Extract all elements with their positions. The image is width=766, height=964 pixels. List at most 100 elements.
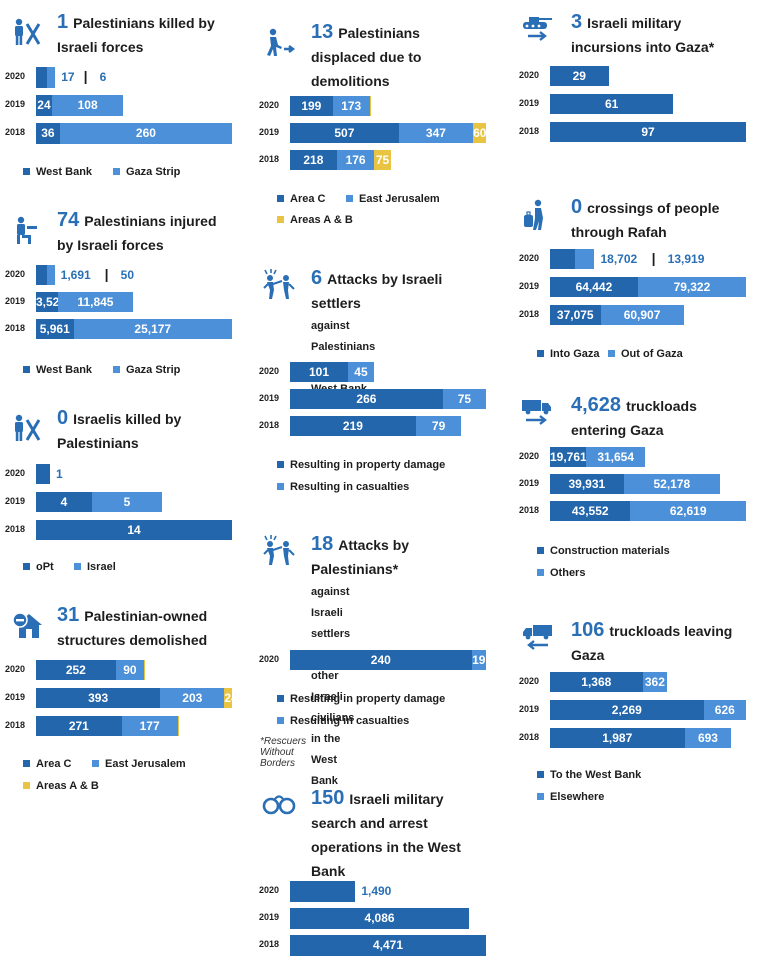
bar-value-label: 17 xyxy=(61,70,75,84)
year-label: 2018 xyxy=(259,939,280,949)
bar-segment: 25,177 xyxy=(73,319,232,339)
legend-item: Resulting in casualties xyxy=(277,715,409,727)
bar-segment: 43,552 xyxy=(550,501,631,521)
bar-value-label: 271 xyxy=(68,719,89,733)
year-label: 2020 xyxy=(519,253,540,263)
headline: 1 Palestinians killed by Israeli forces xyxy=(57,10,252,59)
year-label: 2019 xyxy=(259,393,280,403)
legend-label: Out of Gaza xyxy=(621,348,683,360)
legend-swatch xyxy=(277,216,284,223)
legend-label: East Jerusalem xyxy=(105,758,186,770)
bar-value-label: 19,761 xyxy=(550,450,587,464)
bar-value-label: 13,919 xyxy=(667,252,705,266)
legend-item: East Jerusalem xyxy=(92,758,186,770)
bar-segment xyxy=(177,716,180,736)
bar-value-label: 79 xyxy=(431,419,446,433)
bar-value-label: 203 xyxy=(182,691,203,705)
bar-segment xyxy=(47,67,56,88)
headline-line: entering Gaza xyxy=(571,422,664,438)
bar-segment xyxy=(290,881,356,902)
bar-segment: 39,931 xyxy=(550,474,624,494)
year-label: 2020 xyxy=(5,269,26,279)
bar-value-label: 50 xyxy=(120,268,134,282)
subtitle-line: other Israeli civilians in the xyxy=(311,670,355,745)
bar-value-label: 18,702 xyxy=(600,252,638,266)
bar-value-label: 219 xyxy=(342,419,363,433)
bar-segment: 693 xyxy=(684,728,732,748)
year-label: 2018 xyxy=(5,323,26,333)
legend-item: Area C xyxy=(277,193,325,205)
bar-segment: 4,471 xyxy=(290,935,486,956)
bar-segment: 37,075 xyxy=(550,305,601,325)
legend-item: Areas A & B xyxy=(23,780,99,792)
bar-segment xyxy=(550,249,576,269)
bar-segment: 11,845 xyxy=(58,292,133,312)
handcuffs-icon xyxy=(262,792,296,821)
settler-attack-icon xyxy=(262,268,296,305)
bar-segment: 60 xyxy=(473,123,486,143)
headline-line: search and arrest xyxy=(311,815,428,831)
legend-label: Others xyxy=(550,567,586,579)
headline-line: demolitions xyxy=(311,73,390,89)
year-label: 2019 xyxy=(519,98,540,108)
headline-line: Palestinian-owned xyxy=(84,608,208,624)
year-label: 2018 xyxy=(5,524,26,534)
headline-line: Israeli military xyxy=(349,791,444,807)
legend-label: Gaza Strip xyxy=(126,166,181,178)
legend-swatch xyxy=(92,760,99,767)
bar-value-label: 60,907 xyxy=(623,308,661,322)
value-separator: | xyxy=(651,250,656,266)
bar-value-label: 37,075 xyxy=(556,308,594,322)
headline: 0 Israelis killed by Palestinians xyxy=(57,406,252,455)
headline-number: 31 xyxy=(57,604,80,626)
headline-line: truckloads leaving xyxy=(609,623,733,639)
bar-value-label: 266 xyxy=(356,392,377,406)
bar-value-label: 79,322 xyxy=(673,280,711,294)
bar-segment: 61 xyxy=(550,94,674,114)
legend-label: Areas A & B xyxy=(36,780,99,792)
bar-value-label: 1,691 xyxy=(60,268,91,282)
legend-item: Construction materials xyxy=(537,545,670,557)
headline: 150 Israeli military search and arrest oper… xyxy=(311,786,506,883)
legend-item: Into Gaza xyxy=(537,348,600,360)
headline-number: 1 xyxy=(57,11,69,33)
headline-line: Israeli military xyxy=(587,15,682,31)
headline-line: by Israeli forces xyxy=(57,237,164,253)
headline-line: displaced due to xyxy=(311,49,422,65)
legend-label: Resulting in property damage xyxy=(290,693,446,705)
legend-swatch xyxy=(74,563,81,570)
legend-swatch xyxy=(277,195,284,202)
legend-swatch xyxy=(277,461,284,468)
bar-value-label: 393 xyxy=(88,691,109,705)
legend-item: Out of Gaza xyxy=(608,348,683,360)
headline-number: 13 xyxy=(311,21,334,43)
year-label: 2019 xyxy=(5,692,26,702)
bar-value-label: 29 xyxy=(572,69,586,83)
legend-item: Israel xyxy=(74,561,116,573)
bar-segment: 62,619 xyxy=(630,501,746,521)
bar-segment: 199 xyxy=(290,96,333,116)
legend-item: To the West Bank xyxy=(537,769,641,781)
headline-number: 3 xyxy=(571,11,583,33)
bar-value-label: 31,654 xyxy=(597,450,635,464)
year-label: 2019 xyxy=(5,296,26,306)
person-x-icon xyxy=(12,18,42,51)
bar-segment: 240 xyxy=(290,650,472,670)
bar-value-label: 60 xyxy=(473,126,486,140)
legend-item: Area C xyxy=(23,758,71,770)
headline-number: 0 xyxy=(57,407,69,429)
headline-line: structures demolished xyxy=(57,632,208,648)
legend-item: Areas A & B xyxy=(277,214,353,226)
subtitle-line: West Bank xyxy=(311,754,338,787)
bar-value-label: 362 xyxy=(644,675,665,689)
bar-value-label: 62,619 xyxy=(669,504,707,518)
bar-value-label: 1,987 xyxy=(602,731,633,745)
bar-segment: 626 xyxy=(703,700,746,720)
headline-number: 18 xyxy=(311,533,334,555)
bar-value-label: 24 xyxy=(224,691,232,705)
bar-segment: 271 xyxy=(36,716,122,736)
headline: 3 Israeli military incursions into Gaza* xyxy=(571,10,766,59)
bar-value-label: 176 xyxy=(345,153,366,167)
headline-line: Attacks by Israeli xyxy=(327,271,443,287)
bar-value-label: 97 xyxy=(641,125,655,139)
